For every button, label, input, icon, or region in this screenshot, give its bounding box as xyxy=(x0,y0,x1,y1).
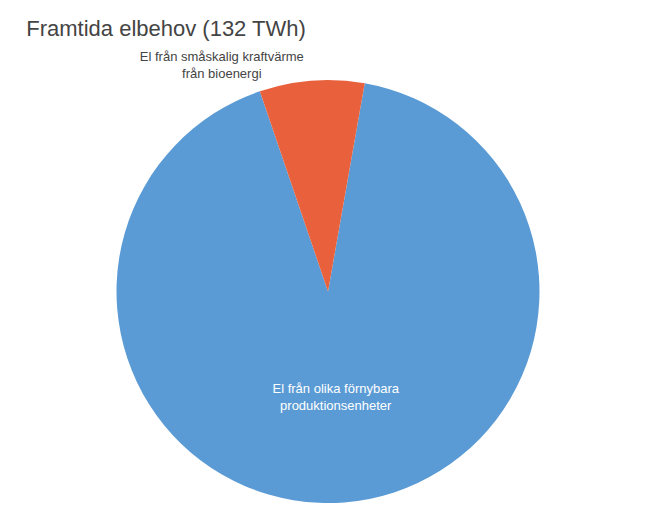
svg-text:El från olika förnybaraprodukt: El från olika förnybaraproduktionsenhete… xyxy=(273,381,400,413)
svg-text:El från småskalig kraftvärmefr: El från småskalig kraftvärmefrån bioener… xyxy=(140,49,304,81)
svg-text:Framtida elbehov (132 TWh): Framtida elbehov (132 TWh) xyxy=(26,16,306,41)
